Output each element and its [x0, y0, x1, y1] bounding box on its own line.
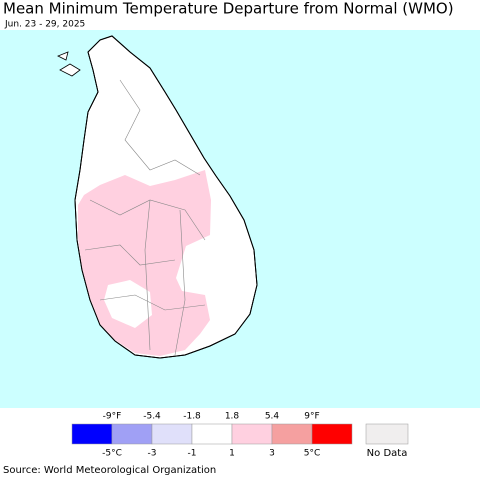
- coastline: [74, 35, 258, 359]
- legend-celsius-label: -3: [148, 449, 157, 459]
- legend-celsius-label: 1: [229, 449, 235, 459]
- legend-swatch: [311, 423, 353, 445]
- legend-celsius-label: -5°C: [102, 449, 122, 459]
- legend-swatch: [71, 423, 113, 445]
- legend-swatch: [231, 423, 273, 445]
- legend: -9°F -5.4 -1.8 1.8 5.4 9°F -5°C -3 -1 1 3 5°C No Dat…: [71, 412, 409, 459]
- title: Mean Minimum Temperature Departure from …: [3, 0, 454, 18]
- legend-swatch: [151, 423, 193, 445]
- no-data-label: No Data: [367, 448, 408, 459]
- legend-celsius-label: 5°C: [304, 449, 321, 459]
- legend-fahrenheit-label: -5.4: [143, 412, 161, 422]
- legend-celsius-label: -1: [188, 449, 197, 459]
- legend-fahrenheit-label: 9°F: [304, 412, 319, 422]
- legend-swatch: [271, 423, 313, 445]
- legend-fahrenheit-label: 5.4: [265, 412, 280, 422]
- legend-fahrenheit-label: -9°F: [103, 412, 122, 422]
- subtitle: Jun. 23 - 29, 2025: [4, 20, 85, 30]
- district-borders: [84, 79, 206, 356]
- legend-swatch: [191, 423, 233, 445]
- near-normal-region: [104, 280, 152, 328]
- legend-fahrenheit-label: 1.8: [225, 412, 240, 422]
- legend-swatch: [111, 423, 153, 445]
- source: Source: World Meteorological Organizatio…: [3, 465, 216, 476]
- legend-celsius-label: 3: [269, 449, 275, 459]
- legend-fahrenheit-label: -1.8: [183, 412, 201, 422]
- islands: [57, 51, 81, 77]
- no-data-swatch: [365, 423, 409, 445]
